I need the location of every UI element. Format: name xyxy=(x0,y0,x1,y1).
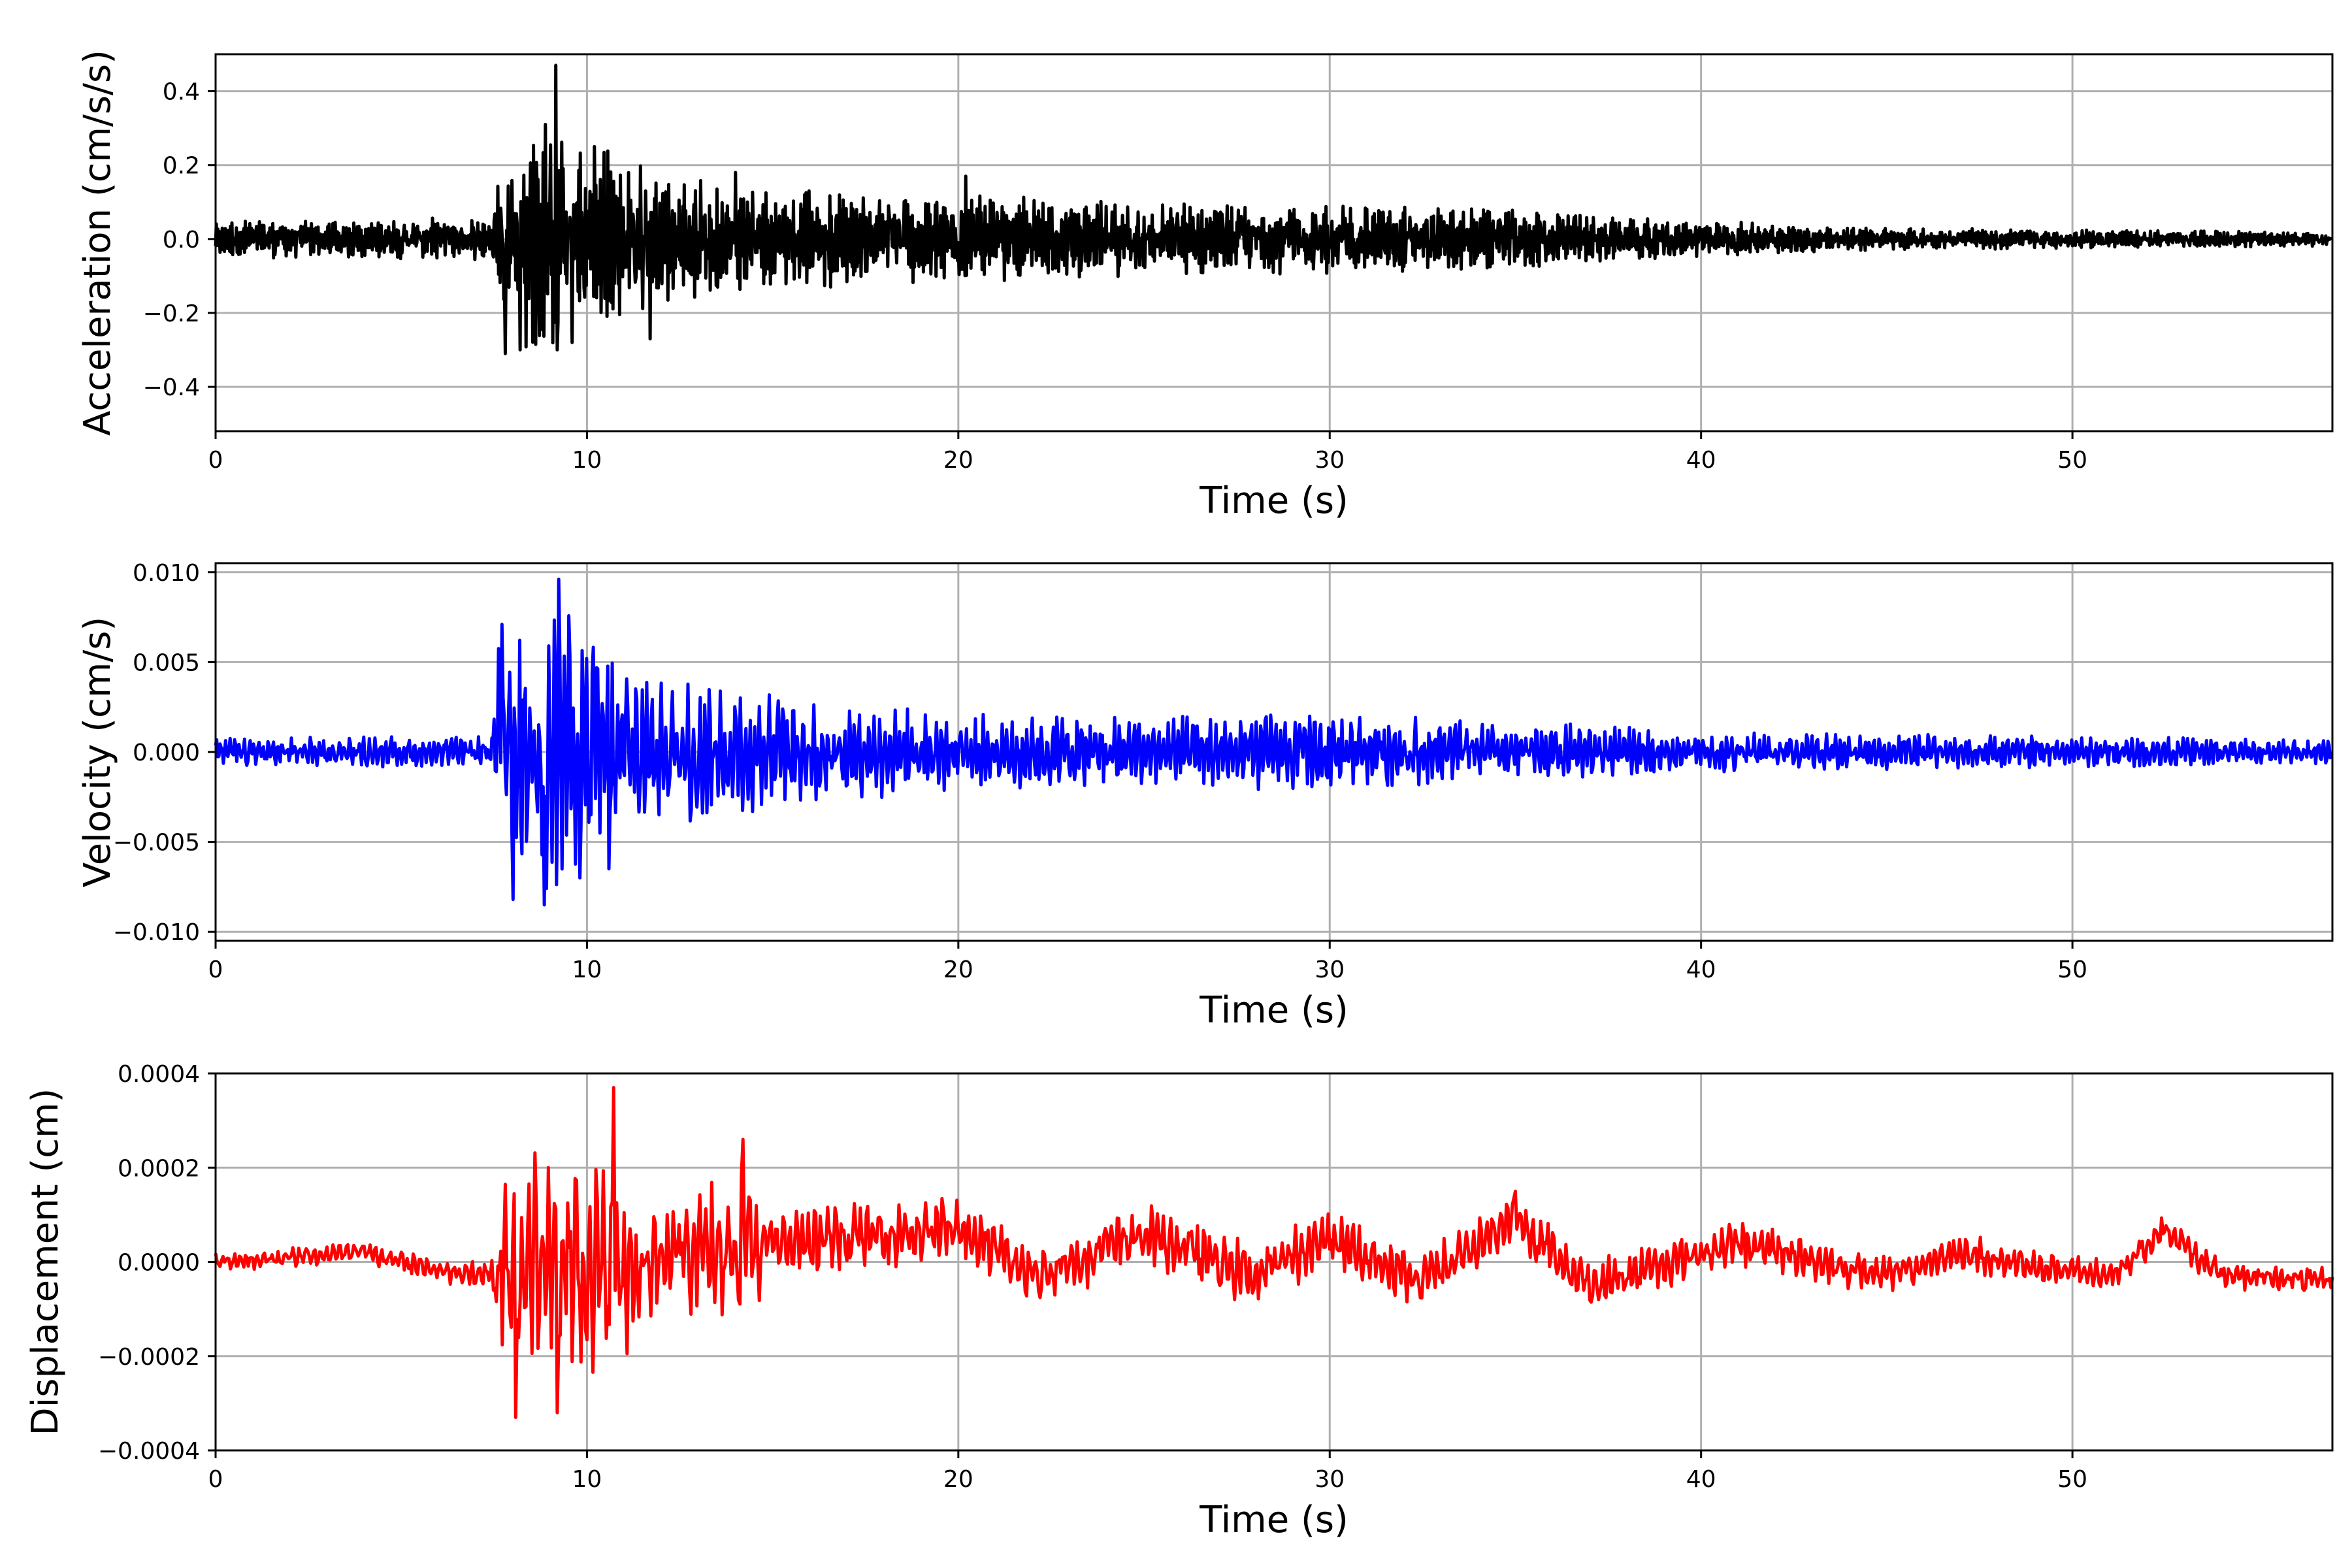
velocity-x-tick-label: 50 xyxy=(2057,956,2087,983)
velocity-y-ticks: −0.010 −0.005 0.000 0.005 0.010 xyxy=(113,560,216,946)
displacement-y-tick-label: 0.0000 xyxy=(118,1250,200,1277)
velocity-y-tick-label: 0.010 xyxy=(133,560,200,587)
displacement-x-tick-label: 50 xyxy=(2057,1466,2087,1493)
velocity-x-ticks: 0 10 20 30 40 50 xyxy=(208,941,2087,983)
acceleration-y-ticks: −0.4 −0.2 0.0 0.2 0.4 xyxy=(143,79,216,401)
velocity-y-axis-label: Velocity (cm/s) xyxy=(76,617,119,888)
acceleration-y-tick-label: −0.2 xyxy=(143,301,200,327)
displacement-y-axis-label: Displacement (cm) xyxy=(24,1088,67,1436)
acceleration-panel: 0 10 20 30 40 50 −0.4 −0.2 0.0 0.2 0.4 Time (s) A… xyxy=(76,50,2334,522)
displacement-x-tick-label: 10 xyxy=(572,1466,602,1493)
velocity-y-tick-label: 0.005 xyxy=(133,649,200,676)
displacement-y-tick-label: −0.0004 xyxy=(98,1438,200,1465)
displacement-y-ticks: −0.0004 −0.0002 0.0000 0.0002 0.0004 xyxy=(98,1061,216,1465)
acceleration-y-tick-label: −0.4 xyxy=(143,374,200,401)
velocity-y-tick-label: −0.005 xyxy=(113,830,200,857)
displacement-x-axis-label: Time (s) xyxy=(1199,1499,1348,1541)
acceleration-x-tick-label: 50 xyxy=(2057,447,2087,474)
displacement-x-ticks: 0 10 20 30 40 50 xyxy=(208,1450,2087,1493)
acceleration-y-axis-label: Acceleration (cm/s/s) xyxy=(76,50,119,436)
displacement-y-tick-label: 0.0002 xyxy=(118,1155,200,1182)
acceleration-x-tick-label: 10 xyxy=(572,447,602,474)
acceleration-x-tick-label: 0 xyxy=(208,447,223,474)
velocity-x-tick-label: 0 xyxy=(208,956,223,983)
displacement-y-tick-label: 0.0004 xyxy=(118,1061,200,1088)
acceleration-y-tick-label: 0.0 xyxy=(163,227,200,253)
acceleration-x-tick-label: 20 xyxy=(943,447,973,474)
displacement-y-tick-label: −0.0002 xyxy=(98,1344,200,1371)
acceleration-x-tick-label: 40 xyxy=(1686,447,1716,474)
velocity-series-line xyxy=(214,578,2333,907)
displacement-series-line xyxy=(214,1086,2334,1419)
displacement-panel: 0 10 20 30 40 50 −0.0004 −0.0002 0.0000 0.0002 0.… xyxy=(24,1061,2334,1541)
acceleration-series-line xyxy=(214,63,2333,355)
velocity-x-axis-label: Time (s) xyxy=(1199,989,1348,1032)
velocity-x-tick-label: 40 xyxy=(1686,956,1716,983)
acceleration-x-tick-label: 30 xyxy=(1315,447,1345,474)
velocity-x-tick-label: 30 xyxy=(1315,956,1345,983)
acceleration-plot-frame xyxy=(214,53,2334,433)
velocity-panel: 0 10 20 30 40 50 −0.010−0.0050.0000.0050.010 … xyxy=(76,560,2334,1032)
displacement-x-tick-label: 0 xyxy=(208,1466,223,1493)
acceleration-y-tick-label: 0.2 xyxy=(163,153,200,180)
acceleration-y-tick-label: 0.4 xyxy=(163,79,200,106)
acceleration-x-axis-label: Time (s) xyxy=(1199,480,1348,522)
velocity-x-tick-label: 10 xyxy=(572,956,602,983)
displacement-x-tick-label: 40 xyxy=(1686,1466,1716,1493)
velocity-x-tick-label: 20 xyxy=(943,956,973,983)
displacement-x-tick-label: 30 xyxy=(1315,1466,1345,1493)
velocity-y-tick-label: −0.010 xyxy=(113,919,200,946)
displacement-x-tick-label: 20 xyxy=(943,1466,973,1493)
velocity-y-tick-label: 0.000 xyxy=(133,740,200,766)
acceleration-x-ticks: 0 10 20 30 40 50 xyxy=(208,431,2087,474)
